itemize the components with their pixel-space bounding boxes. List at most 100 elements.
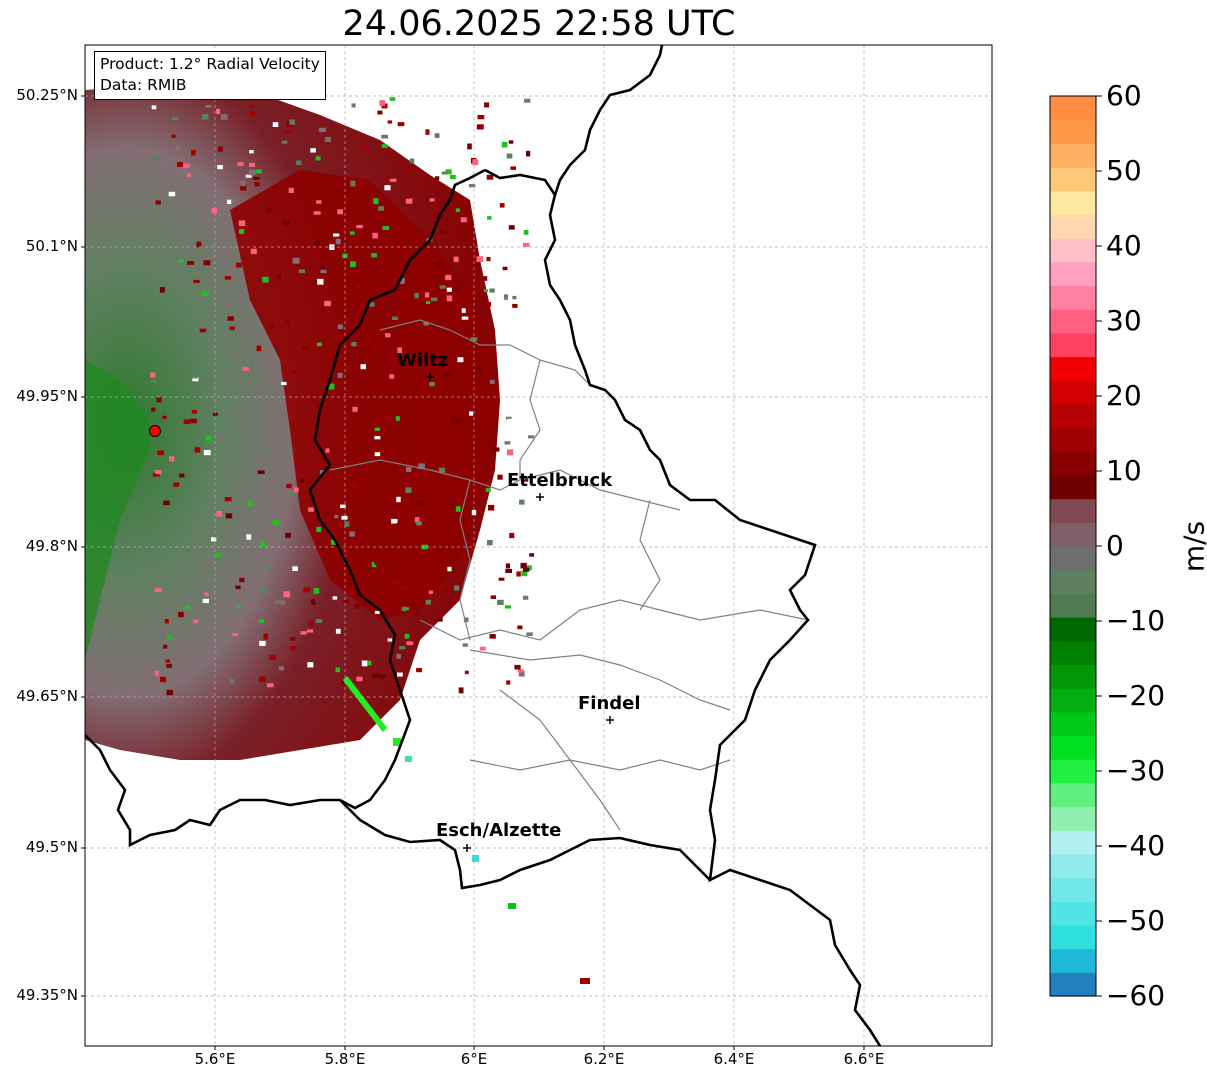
radar-speckle bbox=[414, 293, 419, 299]
radar-speckle bbox=[343, 599, 350, 604]
radar-speckle bbox=[167, 634, 172, 640]
colorbar-band bbox=[1050, 924, 1096, 950]
radar-speckle bbox=[369, 302, 375, 307]
radar-speckle bbox=[360, 364, 367, 370]
radar-speckle bbox=[476, 124, 484, 130]
radar-speckle bbox=[275, 450, 281, 454]
radar-speckle bbox=[225, 513, 233, 519]
radar-speckle bbox=[469, 411, 474, 416]
radar-speckle bbox=[315, 619, 323, 624]
radar-speckle bbox=[506, 680, 511, 685]
radar-speckle bbox=[461, 316, 469, 320]
radar-speckle bbox=[298, 269, 306, 274]
radar-speckle bbox=[446, 394, 453, 399]
radar-speckle bbox=[506, 153, 513, 159]
lon-tick-label: 6°E bbox=[460, 1050, 488, 1068]
radar-speckle bbox=[420, 110, 426, 116]
radar-speckle bbox=[483, 289, 489, 293]
radar-speckle bbox=[457, 357, 464, 363]
radar-speckle bbox=[384, 185, 391, 191]
lon-tick-label: 6.4°E bbox=[713, 1050, 755, 1068]
radar-speckle bbox=[434, 133, 440, 138]
radar-speckle bbox=[229, 413, 237, 417]
radar-speckle bbox=[289, 646, 297, 651]
radar-speckle bbox=[446, 295, 453, 302]
radar-speckle bbox=[397, 122, 405, 127]
radar-speckle bbox=[169, 456, 175, 462]
colorbar-band bbox=[1050, 238, 1096, 263]
radar-speckle bbox=[327, 383, 335, 390]
city-marker-findel bbox=[606, 716, 614, 724]
radar-speckle bbox=[254, 182, 260, 187]
radar-speckle bbox=[267, 207, 272, 212]
radar-site-marker bbox=[149, 425, 161, 437]
radar-speckle bbox=[329, 221, 336, 225]
colorbar-tick-label: −20 bbox=[1106, 679, 1166, 712]
lat-tick-label: 50.1°N bbox=[25, 237, 78, 255]
radar-speckle bbox=[378, 674, 386, 679]
radar-speckle bbox=[260, 542, 266, 547]
radar-speckle bbox=[166, 689, 173, 696]
radar-speckle bbox=[286, 483, 292, 489]
colorbar-band bbox=[1050, 711, 1096, 737]
radar-speckle bbox=[257, 470, 265, 474]
radar-speckle bbox=[473, 393, 480, 398]
colorbar-tick-label: 0 bbox=[1106, 529, 1124, 562]
radar-speckle bbox=[258, 619, 265, 624]
radar-speckle bbox=[218, 435, 226, 441]
radar-speckle bbox=[489, 288, 495, 293]
radar-speckle bbox=[462, 643, 468, 647]
colorbar-band bbox=[1050, 143, 1096, 168]
radar-speckle bbox=[504, 605, 511, 609]
radar-speckle bbox=[182, 641, 189, 645]
radar-speckle bbox=[523, 567, 530, 572]
colorbar-band bbox=[1050, 214, 1096, 239]
radar-speckle bbox=[514, 664, 521, 670]
radar-speckle bbox=[446, 373, 453, 377]
radar-speckle bbox=[220, 114, 228, 120]
radar-speckle bbox=[268, 324, 274, 329]
radar-speckle bbox=[435, 262, 442, 268]
radar-speckle bbox=[503, 294, 508, 300]
radar-speckle bbox=[249, 111, 256, 117]
radar-speckle bbox=[392, 316, 398, 320]
radar-speckle bbox=[518, 593, 526, 597]
radar-speckle bbox=[421, 544, 429, 550]
radar-speckle bbox=[174, 145, 181, 151]
radar-speckle bbox=[373, 198, 379, 205]
radar-speckle bbox=[237, 162, 244, 167]
radar-speckle bbox=[266, 564, 273, 570]
colorbar-tick-label: −50 bbox=[1106, 904, 1166, 937]
radar-speckle bbox=[405, 198, 413, 204]
radar-cyan-blob-2 bbox=[472, 855, 479, 862]
radar-speckle bbox=[178, 259, 185, 263]
belgium-france-border bbox=[85, 734, 340, 848]
radar-speckle bbox=[316, 200, 322, 204]
radar-speckle bbox=[405, 487, 412, 494]
radar-speckle bbox=[412, 612, 418, 617]
radar-speckle bbox=[524, 98, 531, 103]
radar-speckle bbox=[288, 187, 294, 193]
radar-speckle bbox=[303, 440, 309, 445]
radar-speckle bbox=[499, 203, 505, 208]
radar-speckle bbox=[521, 570, 528, 577]
radar-speckle bbox=[523, 230, 529, 235]
radar-speckle bbox=[431, 297, 438, 302]
radar-speckle bbox=[446, 287, 452, 292]
colorbar-band bbox=[1050, 948, 1096, 973]
radar-speckle bbox=[150, 379, 157, 383]
radar-speckle bbox=[281, 140, 288, 144]
radar-speckle bbox=[337, 324, 343, 330]
colorbar-band bbox=[1050, 403, 1096, 429]
radar-speckle bbox=[356, 676, 363, 682]
radar-speckle bbox=[516, 571, 521, 577]
city-label-ettelbruck: Ettelbruck bbox=[507, 470, 613, 491]
radar-speckle bbox=[292, 257, 300, 264]
radar-speckle bbox=[156, 396, 162, 403]
colorbar-band bbox=[1050, 498, 1096, 523]
radar-speckle bbox=[486, 257, 491, 262]
radar-speckle bbox=[418, 463, 425, 470]
radar-speckle bbox=[309, 621, 314, 627]
radar-cyan-blob bbox=[405, 756, 412, 762]
radar-speckle bbox=[178, 611, 184, 618]
